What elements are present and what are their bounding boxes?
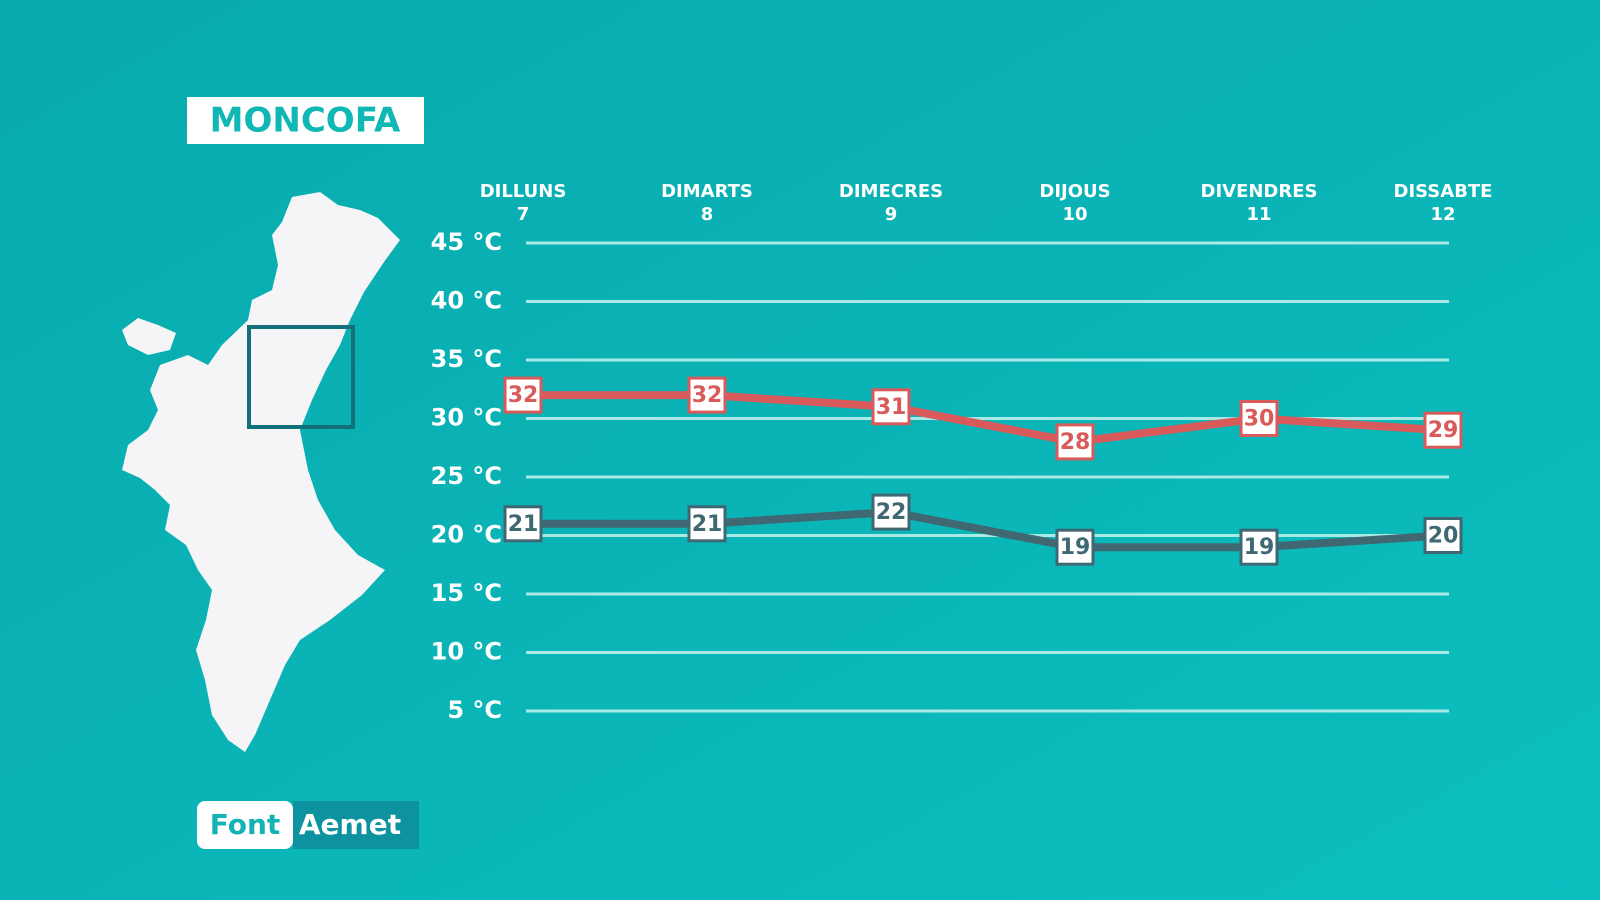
value-label: 32 bbox=[508, 383, 539, 408]
value-label: 30 bbox=[1244, 407, 1275, 432]
chart-title: MONCOFA bbox=[210, 101, 401, 141]
value-box bbox=[1055, 423, 1095, 461]
x-tick-date: 9 bbox=[885, 204, 898, 225]
value-label: 29 bbox=[1428, 418, 1459, 443]
x-tick-date: 7 bbox=[517, 204, 530, 225]
value-box bbox=[687, 376, 727, 414]
source-value: Aemet bbox=[299, 808, 401, 841]
source-value-box bbox=[293, 801, 419, 849]
x-tick-date: 12 bbox=[1430, 204, 1455, 225]
value-label: 28 bbox=[1060, 430, 1091, 455]
value-box bbox=[1423, 517, 1463, 554]
series-line bbox=[523, 391, 1444, 446]
value-label: 31 bbox=[876, 395, 907, 420]
y-tick-label: 30 °C bbox=[431, 404, 502, 432]
y-tick-label: 25 °C bbox=[431, 462, 502, 490]
x-tick-label: DIJOUS bbox=[1039, 181, 1110, 202]
value-box bbox=[503, 505, 543, 543]
value-box bbox=[871, 388, 911, 426]
region-map bbox=[122, 192, 400, 752]
x-tick-label: DILLUNS bbox=[480, 181, 567, 202]
y-tick-label: 40 °C bbox=[431, 287, 502, 315]
island-map bbox=[122, 318, 176, 355]
value-box bbox=[503, 376, 543, 414]
value-label: 22 bbox=[876, 500, 907, 525]
value-label: 20 bbox=[1428, 524, 1459, 549]
value-box bbox=[1055, 528, 1095, 566]
source-label: Font bbox=[210, 808, 281, 841]
source-label-box bbox=[197, 801, 293, 849]
location-box bbox=[247, 325, 355, 429]
value-label: 19 bbox=[1244, 535, 1275, 560]
x-tick-label: DIMARTS bbox=[661, 181, 753, 202]
value-label: 21 bbox=[508, 512, 539, 537]
x-tick-date: 11 bbox=[1246, 204, 1271, 225]
x-tick-label: DISSABTE bbox=[1394, 181, 1493, 202]
y-tick-label: 5 °C bbox=[447, 696, 502, 724]
value-box bbox=[1239, 400, 1279, 437]
y-tick-label: 10 °C bbox=[431, 638, 502, 666]
value-label: 21 bbox=[692, 512, 723, 537]
y-tick-label: 15 °C bbox=[431, 579, 502, 607]
y-tick-label: 45 °C bbox=[431, 228, 502, 256]
x-tick-label: DIVENDRES bbox=[1201, 181, 1318, 202]
value-box bbox=[1239, 528, 1279, 566]
value-box bbox=[687, 505, 727, 543]
value-box bbox=[871, 493, 911, 531]
value-label: 19 bbox=[1060, 535, 1091, 560]
value-label: 32 bbox=[692, 383, 723, 408]
x-tick-date: 8 bbox=[701, 204, 714, 225]
y-tick-label: 20 °C bbox=[431, 521, 502, 549]
title-box bbox=[187, 97, 424, 144]
y-tick-label: 35 °C bbox=[431, 345, 502, 373]
series-line bbox=[523, 508, 1444, 552]
x-tick-label: DIMECRES bbox=[839, 181, 943, 202]
x-tick-date: 10 bbox=[1062, 204, 1087, 225]
value-box bbox=[1423, 411, 1463, 449]
